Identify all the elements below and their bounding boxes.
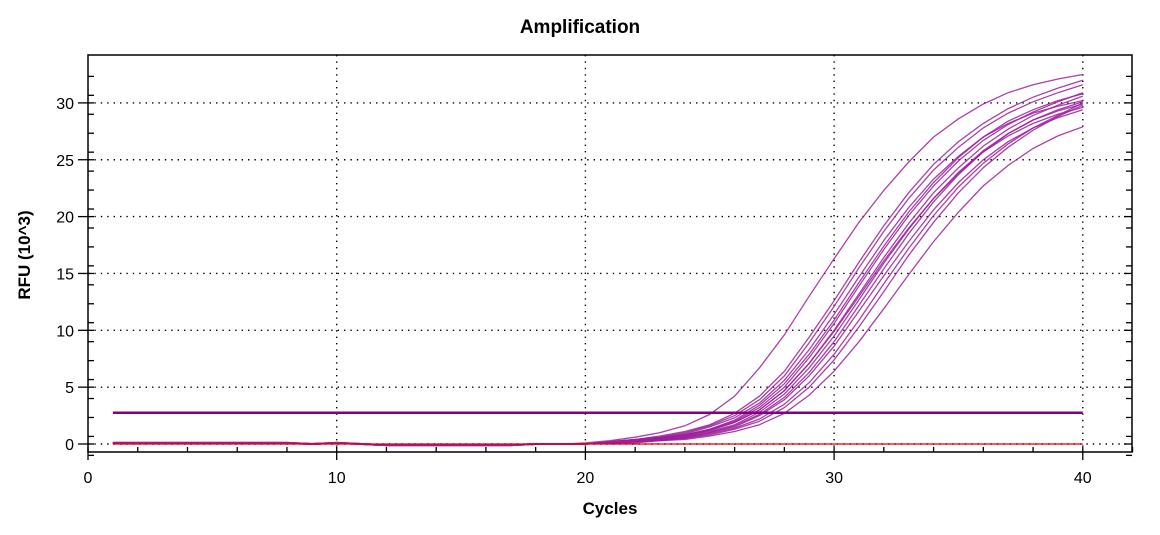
reference-lines [112,411,1083,445]
x-tick-label: 10 [328,470,346,487]
amplification-curve [112,101,1083,446]
x-axis: 0 10 20 30 40 [84,447,1134,487]
amplification-curve [112,92,1084,447]
amplification-curve [112,99,1083,446]
x-tick-label: 0 [84,470,93,487]
y-tick-label: 20 [56,210,74,227]
amplification-curve [112,93,1083,447]
amplification-curve [112,106,1083,446]
amplification-curve [112,102,1084,447]
y-tick-label: 25 [56,153,74,170]
amplification-curve [112,84,1083,446]
y-axis: 0 5 10 15 20 25 30 [56,75,1132,457]
amplification-curve [112,73,1083,447]
x-axis-title: Cycles [583,499,638,518]
amplification-curve [112,109,1083,446]
plot-frame [87,54,1133,453]
x-tick-label: 40 [1074,470,1092,487]
y-tick-label: 15 [56,266,74,283]
y-tick-label: 5 [65,380,74,397]
amplification-curve [112,95,1084,446]
amplification-curve [112,103,1083,447]
x-tick-label: 20 [577,470,595,487]
y-tick-label: 10 [56,323,74,340]
amplification-curve [112,104,1084,446]
chart-title: Amplification [520,17,640,38]
x-tick-label: 30 [825,470,843,487]
amplification-curve [112,126,1084,446]
y-tick-label: 30 [56,96,74,113]
y-axis-title: RFU (10^3) [15,210,34,299]
series-lines [112,73,1084,447]
y-tick-label: 0 [65,437,74,454]
grid [88,55,1132,452]
